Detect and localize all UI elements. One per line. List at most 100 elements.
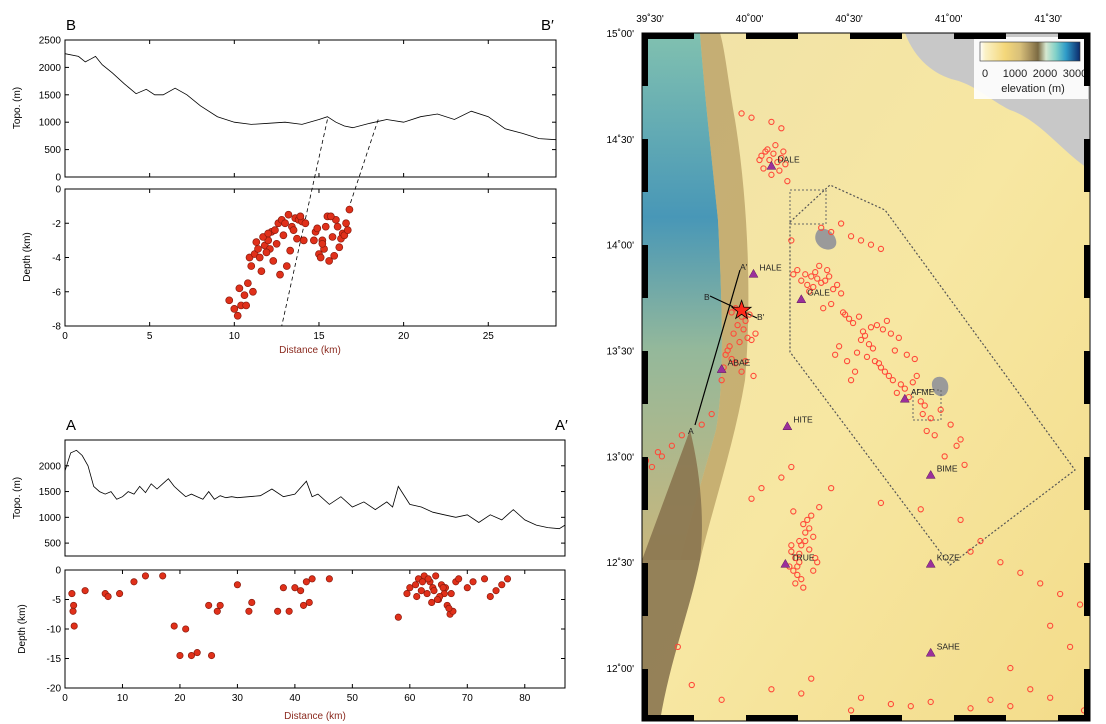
map-border-segment [642, 139, 648, 192]
earthquake-point [233, 311, 242, 320]
earthquake-point [130, 578, 138, 586]
y-tick-label: 2500 [39, 36, 62, 47]
map-event-circle [788, 548, 795, 555]
earthquake-point [285, 607, 293, 615]
map-event-circle [770, 150, 777, 157]
map-event-circle [1007, 664, 1014, 672]
map-event-circle [778, 474, 785, 481]
map-lat-ticks: 15˚00' 14˚30' 14˚00' 13˚30' 13˚00' 12˚30' 12˚0… [607, 28, 635, 675]
map-event-circle [810, 533, 817, 540]
map-event-circle [1007, 703, 1014, 710]
earthquake-point [325, 575, 333, 583]
map-event-circle [891, 347, 899, 354]
map-event-circle [760, 165, 767, 172]
earthquake-point [318, 239, 327, 248]
y-tick-label: -20 [47, 684, 62, 695]
map-event-circle [780, 148, 787, 155]
map-event-circle [1017, 569, 1024, 576]
earthquake-point [81, 587, 89, 595]
bb-depth-frame [64, 188, 557, 327]
map-label-a: A [688, 426, 694, 436]
map-event-circle [798, 576, 805, 583]
y-tick-label: 1000 [39, 118, 62, 129]
map-event-circle [658, 453, 666, 460]
map-border-segment [642, 715, 694, 721]
earthquake-point [286, 246, 295, 255]
map-event-circle [790, 271, 797, 278]
map-border-segment [642, 33, 694, 39]
map-event-circle [967, 548, 974, 555]
panel-letter-a-prime: A′ [555, 417, 568, 434]
earthquake-point [269, 257, 278, 265]
earthquake-point [252, 238, 261, 246]
aa-depth-xlabel: Distance (km) [284, 711, 346, 722]
station-label: SAHE [937, 641, 960, 651]
map-event-circle [768, 171, 775, 178]
map-event-circle [812, 269, 819, 276]
map-stations: DALE HALE GALE ABAE AFME HITE BIME TRUE KOZE SAHE [716, 154, 960, 657]
map-event-circle [748, 495, 755, 502]
earthquake-point [159, 572, 167, 580]
map-event-circle [804, 516, 811, 524]
map-lat-label: 13˚00' [607, 451, 635, 463]
map-event-circle [849, 319, 857, 327]
map-event-circle [883, 317, 891, 325]
mainshock-star-icon [730, 299, 753, 320]
earthquake-point [291, 584, 299, 592]
map-event-circle [782, 161, 789, 168]
map-event-circle [776, 167, 783, 174]
map-escarpment [680, 33, 749, 560]
earthquake-point [302, 578, 310, 586]
aa-topo-panel: A A′ 500 1000 1500 2000 Topo. (m) [12, 417, 568, 557]
map-event-circle [903, 351, 910, 358]
map-event-circle [877, 499, 885, 507]
map-event-circle [961, 461, 968, 469]
map-event-circle [987, 696, 994, 703]
earthquake-point [428, 598, 436, 607]
map-border-segment [642, 563, 648, 616]
map-border-segment [642, 245, 648, 298]
bb-topo-frame [64, 39, 557, 178]
y-tick-label: -6 [52, 287, 61, 298]
earthquake-point [116, 590, 124, 598]
earthquake-point [245, 607, 253, 615]
map-event-circle [923, 427, 930, 435]
map-event-circle [855, 313, 863, 320]
earthquake-point [417, 587, 425, 595]
map-event-circle [824, 266, 831, 274]
earthquake-point [480, 575, 489, 583]
map-event-circle [688, 681, 695, 689]
map-event-circle [734, 321, 741, 329]
earthquake-point [305, 598, 313, 607]
map-event-circle [887, 330, 895, 337]
map-event-circle [750, 372, 757, 380]
legend-tick-label: 1000 [1003, 68, 1027, 80]
y-tick-label: 0 [55, 566, 61, 577]
earthquake-point [70, 601, 78, 609]
earthquake-point [279, 584, 287, 592]
map-border-segment [850, 33, 902, 39]
map-border-segment [642, 457, 648, 510]
map-event-circle [917, 506, 924, 513]
map-event-circle [1027, 686, 1034, 693]
map-event-circle [808, 675, 815, 682]
earthquake-point [335, 243, 344, 252]
map-event-circle [816, 504, 823, 511]
map-event-circle [913, 372, 920, 380]
map-study-polygon [789, 184, 1076, 566]
map-inset-box-north [789, 189, 827, 225]
y-tick-label: -8 [52, 322, 61, 333]
bb-depth-y-ticks: 0 -2 -4 -6 -8 [52, 185, 556, 333]
x-tick-label: 20 [398, 331, 410, 342]
map-label-b: B [704, 292, 710, 302]
map-event-circle [810, 567, 817, 574]
map-event-circle [881, 368, 889, 375]
earthquake-point [248, 598, 256, 607]
map-event-circle [837, 220, 845, 227]
map-event-circle [829, 285, 837, 293]
earthquake-point [432, 572, 440, 580]
map-event-circle [863, 353, 871, 361]
map-event-circle [869, 345, 877, 352]
earthquake-point [423, 590, 431, 598]
earthquake-point [498, 581, 506, 589]
